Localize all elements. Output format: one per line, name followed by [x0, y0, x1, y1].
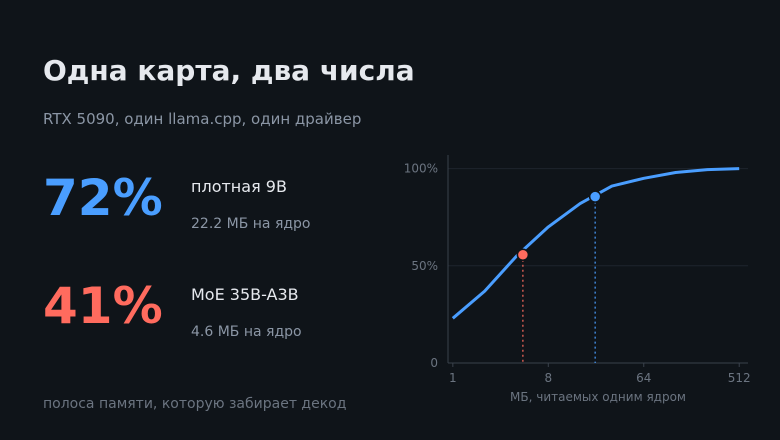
stat-detail: 4.6 МБ на ядро	[191, 324, 302, 340]
title: Одна карта, два числа	[43, 54, 415, 87]
x-tick-label: 8	[544, 371, 552, 385]
y-tick-label: 50%	[411, 259, 438, 273]
stat-name: плотная 9B	[191, 177, 287, 196]
y-tick-label: 0	[430, 356, 438, 370]
point	[516, 248, 530, 261]
stat-detail: 22.2 МБ на ядро	[191, 216, 311, 232]
y-tick-label: 100%	[404, 162, 438, 176]
stat-name: MoE 35B-A3B	[191, 285, 299, 304]
x-tick-label: 512	[728, 371, 751, 385]
stat-value: 72%	[43, 169, 163, 227]
stat-value: 41%	[43, 277, 163, 335]
subtitle: RTX 5090, один llama.cpp, один драйвер	[43, 110, 361, 128]
point	[588, 190, 602, 203]
x-tick-label: 64	[636, 371, 651, 385]
x-tick-label: 1	[449, 371, 457, 385]
x-axis-label: МБ, читаемых одним ядром	[510, 390, 686, 404]
footer: полоса памяти, которую забирает декод	[43, 396, 346, 412]
